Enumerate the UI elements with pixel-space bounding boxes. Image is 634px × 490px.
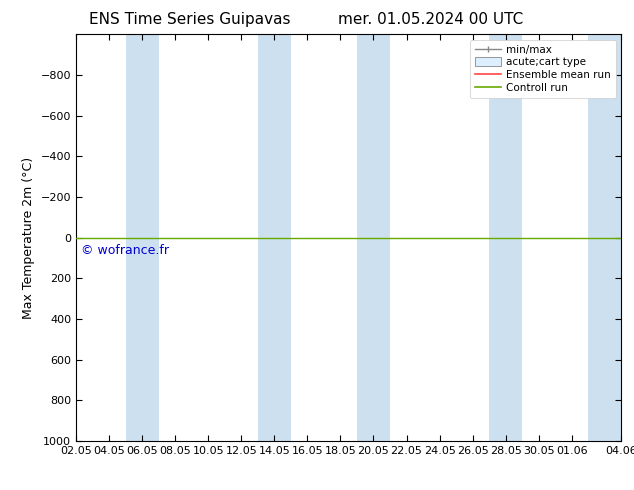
- Text: © wofrance.fr: © wofrance.fr: [81, 244, 169, 257]
- Bar: [126, 34, 158, 441]
- Y-axis label: Max Temperature 2m (°C): Max Temperature 2m (°C): [22, 157, 35, 318]
- Text: mer. 01.05.2024 00 UTC: mer. 01.05.2024 00 UTC: [339, 12, 524, 27]
- Bar: [258, 34, 291, 441]
- Bar: [588, 34, 634, 441]
- Bar: [489, 34, 522, 441]
- Legend: min/max, acute;cart type, Ensemble mean run, Controll run: min/max, acute;cart type, Ensemble mean …: [470, 40, 616, 98]
- Text: ENS Time Series Guipavas: ENS Time Series Guipavas: [89, 12, 291, 27]
- Bar: [357, 34, 390, 441]
